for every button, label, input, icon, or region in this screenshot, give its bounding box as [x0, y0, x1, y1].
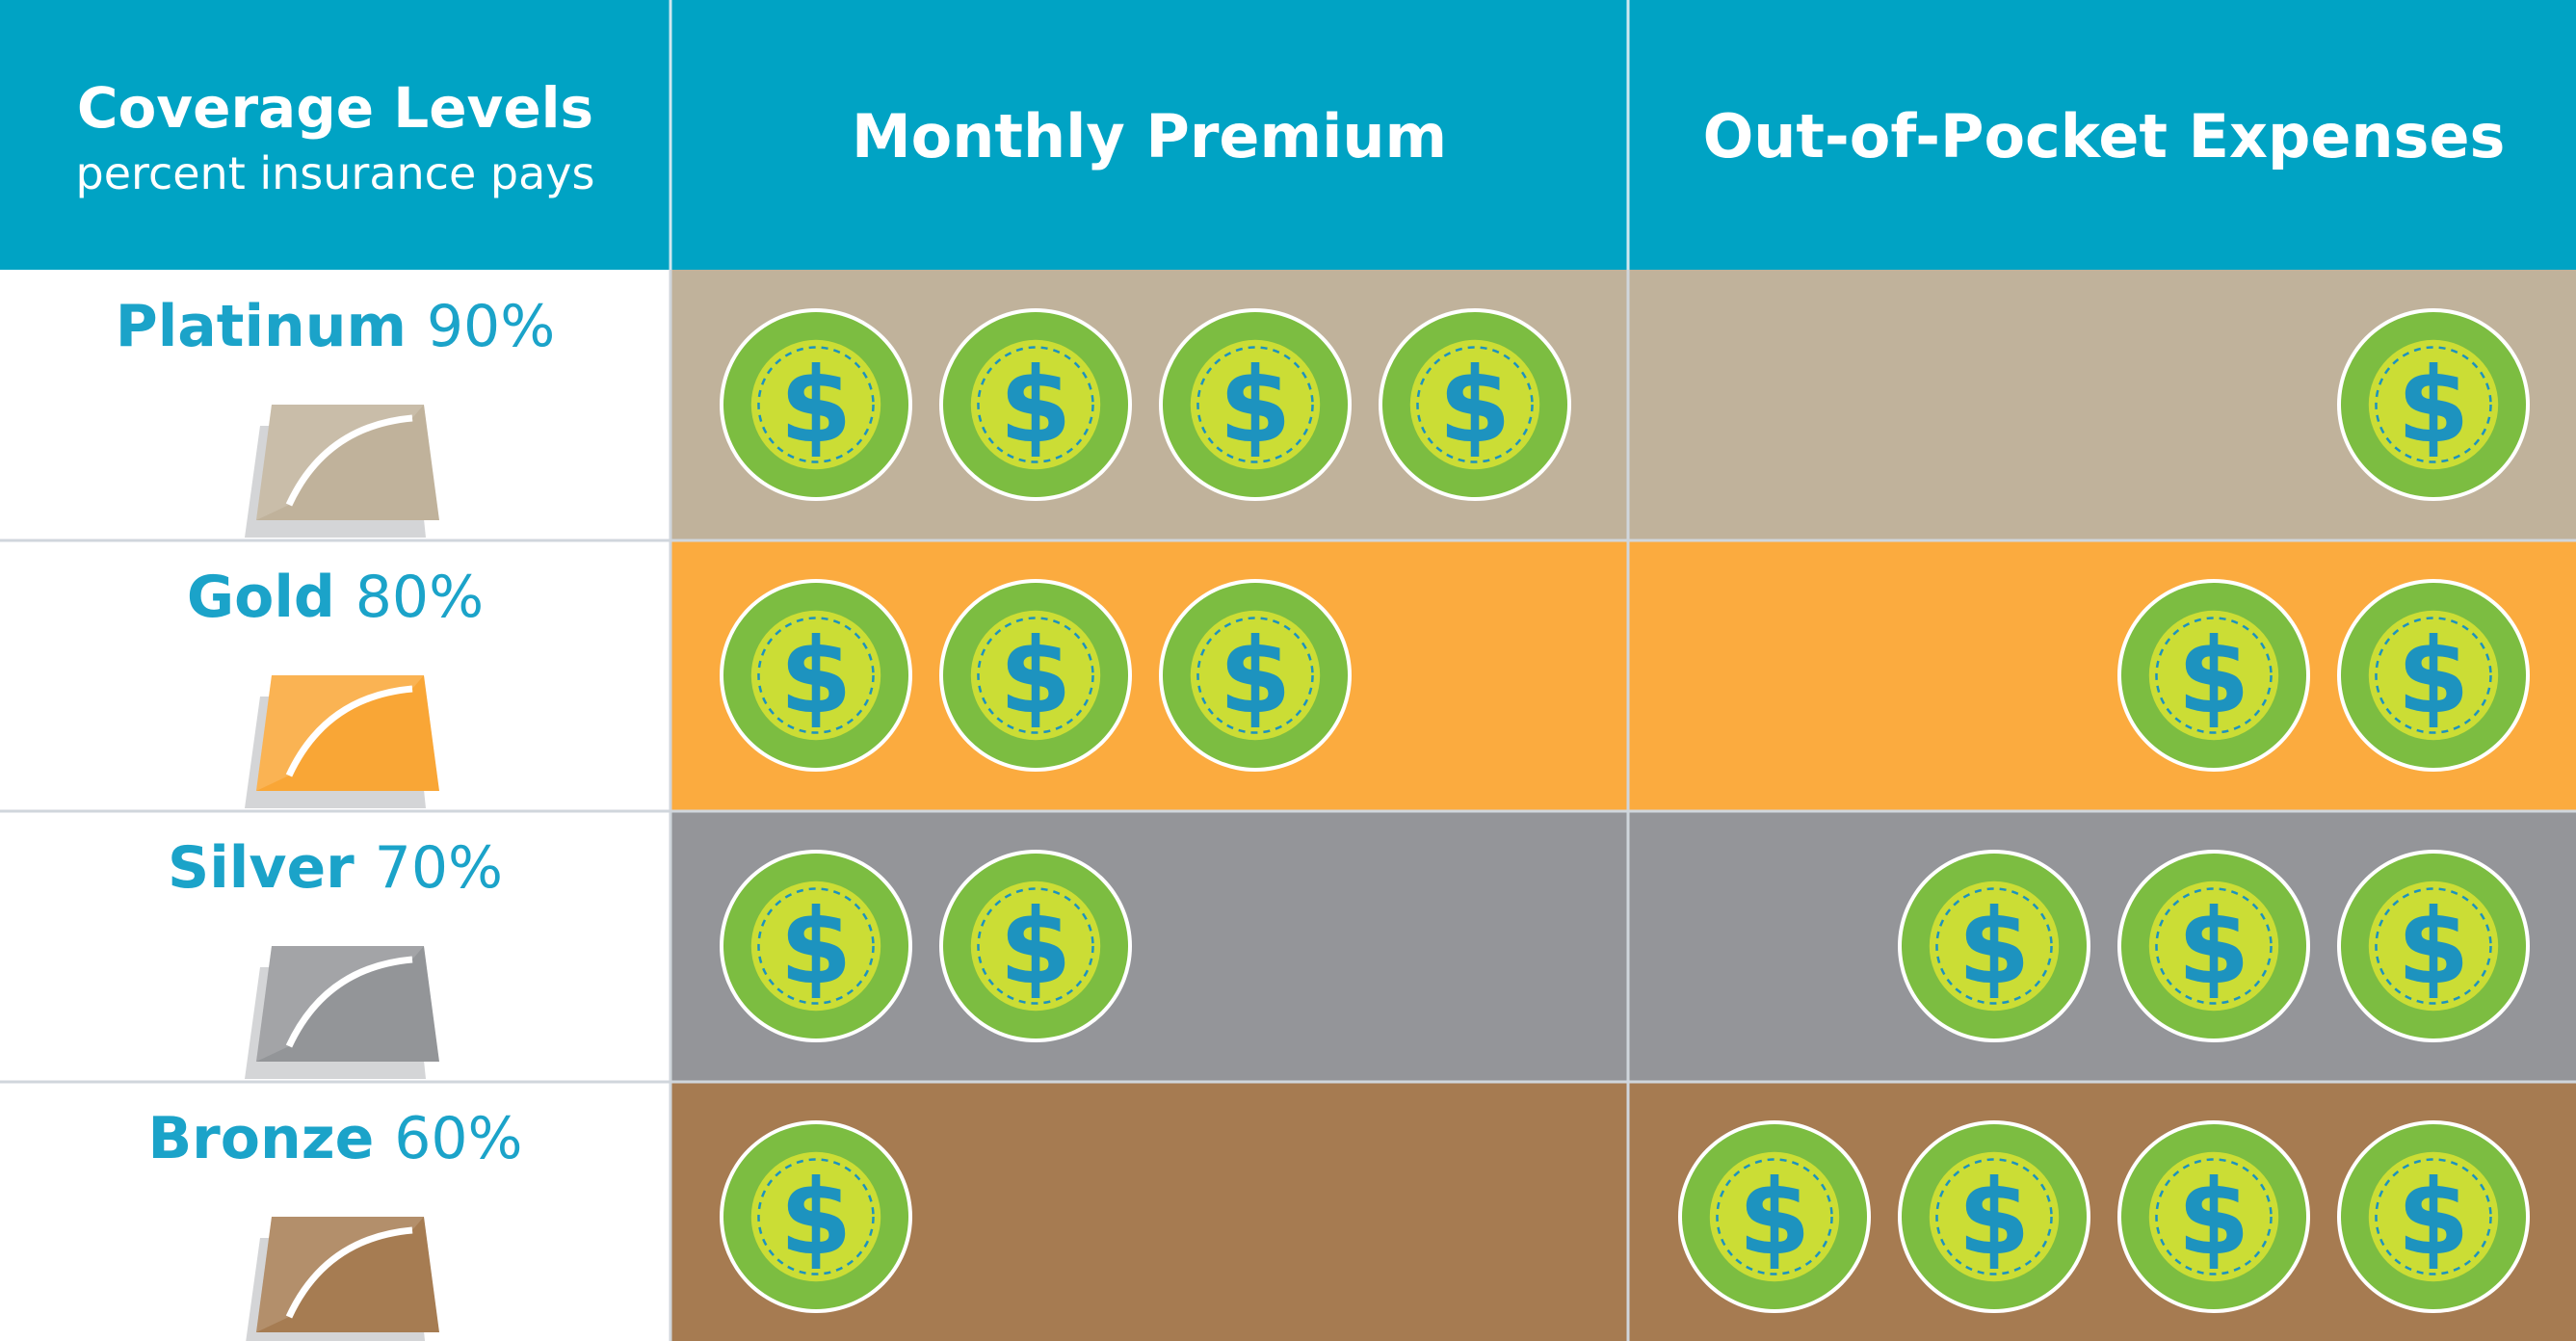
metal-card-icon-silver [245, 946, 439, 1079]
svg-text:$: $ [2177, 887, 2249, 1008]
svg-text:$: $ [1958, 887, 2030, 1008]
out-of-pocket-coin-gold-2: $ [2117, 579, 2310, 772]
table-rows: Platinum 90%$ $ $ $ $Gold 80%$ $ $ $$Silver 70%… [0, 270, 2576, 1341]
out-of-pocket-coin-bronze-1: $ [2337, 1120, 2530, 1313]
out-of-pocket-coin-silver-2: $ [2117, 850, 2310, 1042]
svg-text:$: $ [779, 1158, 852, 1278]
out-of-pocket-coin-bronze-4: $ [1678, 1120, 1871, 1313]
premium-coin-gold-2: $ [939, 579, 1132, 772]
header-background [0, 0, 2576, 270]
metal-card-icon-gold [245, 675, 439, 808]
premium-coin-silver-2: $ [939, 850, 1132, 1042]
svg-text:$: $ [2397, 617, 2469, 737]
premium-coin-silver-1: $ [720, 850, 912, 1042]
out-of-pocket-coin-gold-1: $ [2337, 579, 2530, 772]
svg-text:$: $ [779, 617, 852, 737]
svg-text:$: $ [2177, 1158, 2249, 1278]
premium-coin-platinum-4: $ [1379, 308, 1571, 501]
out-of-pocket-coin-silver-3: $ [1898, 850, 2090, 1042]
premium-coin-gold-3: $ [1159, 579, 1352, 772]
level-label-bronze: Bronze 60% [147, 1105, 522, 1172]
header-monthly-premium: Monthly Premium [852, 101, 1447, 171]
premium-coin-platinum-2: $ [939, 308, 1132, 501]
svg-text:$: $ [999, 346, 1071, 466]
header-coverage-levels: Coverage Levels [77, 75, 593, 141]
table-row-gold: Gold 80% $ $ $ $ $ [0, 539, 2576, 811]
svg-text:$: $ [1219, 346, 1291, 466]
table-row-platinum: Platinum 90% $ $ $ $ $ [0, 270, 2576, 540]
svg-text:$: $ [999, 887, 1071, 1008]
level-label-platinum: Platinum 90% [116, 293, 555, 360]
svg-text:$: $ [779, 346, 852, 466]
premium-coin-bronze-1: $ [720, 1120, 912, 1313]
out-of-pocket-coin-bronze-3: $ [1898, 1120, 2090, 1313]
out-of-pocket-coin-silver-1: $ [2337, 850, 2530, 1042]
metal-card-icon-bronze [246, 1217, 439, 1341]
svg-text:$: $ [1219, 617, 1291, 737]
premium-coin-platinum-3: $ [1159, 308, 1352, 501]
metal-card-icon-platinum [245, 405, 439, 538]
table-row-silver: Silver 70% $ $ $ $ $ [0, 809, 2576, 1082]
svg-text:$: $ [2397, 1158, 2469, 1278]
svg-text:$: $ [2177, 617, 2249, 737]
svg-text:$: $ [1738, 1158, 1810, 1278]
level-label-silver: Silver 70% [168, 834, 503, 902]
out-of-pocket-coin-bronze-2: $ [2117, 1120, 2310, 1313]
svg-text:$: $ [779, 887, 852, 1008]
svg-text:$: $ [999, 617, 1071, 737]
svg-text:$: $ [2397, 887, 2469, 1008]
svg-text:$: $ [1958, 1158, 2030, 1278]
premium-coin-platinum-1: $ [720, 308, 912, 501]
svg-text:$: $ [2397, 346, 2469, 466]
out-of-pocket-coin-platinum-1: $ [2337, 308, 2530, 501]
header-percent-subtitle: percent insurance pays [76, 147, 595, 199]
level-label-gold: Gold 80% [187, 564, 484, 631]
header-out-of-pocket: Out-of-Pocket Expenses [1703, 101, 2506, 171]
svg-text:$: $ [1438, 346, 1511, 466]
premium-coin-gold-1: $ [720, 579, 912, 772]
table-row-bronze: Bronze 60% $ $ $ $ $ [0, 1080, 2576, 1341]
